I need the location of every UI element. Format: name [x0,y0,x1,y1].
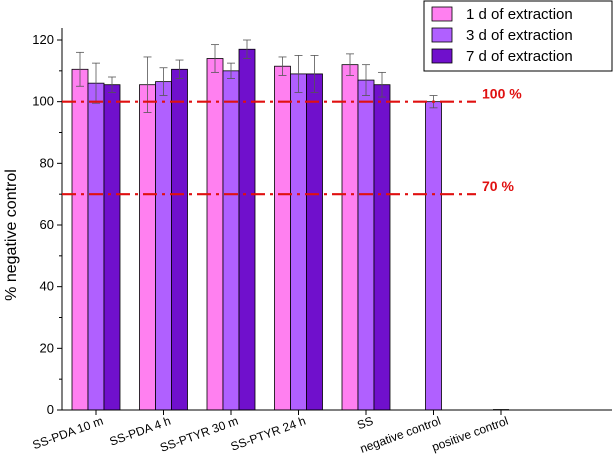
x-category-label: SS [355,414,375,433]
y-tick-label: 100 [32,94,54,109]
x-category-label: SS-PTYR 24 h [229,414,308,454]
bar [425,101,442,411]
y-axis-title: % negative control [3,169,20,301]
bar [155,81,172,411]
x-axis: SS-PDA 10 m SS-PDA 4 hSS-PTYR 30 mSS-PTYR… [31,409,612,456]
legend-swatch [431,6,453,22]
y-axis: 0 20 40 60 80 100 120 [32,28,63,417]
bar [238,48,256,411]
legend-label: 1 d of extraction [466,6,573,23]
y-tick-label: 80 [40,155,54,170]
bar [87,82,105,411]
y-tick-label: 0 [47,402,54,417]
legend-swatch [431,27,453,43]
legend-label: 3 d of extraction [466,27,573,44]
reference-line-label: 70 % [482,178,514,194]
x-category-label: SS-PTYR 30 m [158,414,240,455]
bar [357,79,375,411]
bar [373,84,391,411]
legend: 1 d of extraction 3 d of extraction 7 d of… [423,0,613,72]
bar [139,84,156,411]
x-category-label: positive control [430,414,510,455]
bar [306,73,323,411]
y-tick-label: 120 [32,32,54,47]
reference-line-label: 100 % [482,86,522,102]
reference-lines: 100 % 70 % [62,86,522,196]
legend-box [423,0,613,72]
bar [103,84,121,411]
bar [274,65,291,411]
bar [341,64,359,411]
y-tick-label: 20 [40,340,54,355]
bar [290,73,307,411]
plot-area [71,39,509,411]
x-category-label: SS-PDA 10 m [31,414,105,452]
y-tick-label: 60 [40,217,54,232]
bar [171,68,188,411]
y-tick-label: 40 [40,279,54,294]
legend-label: 7 d of extraction [466,48,573,65]
legend-swatch [431,48,453,64]
bar [71,68,89,411]
bar [206,58,224,411]
bar [222,70,240,411]
